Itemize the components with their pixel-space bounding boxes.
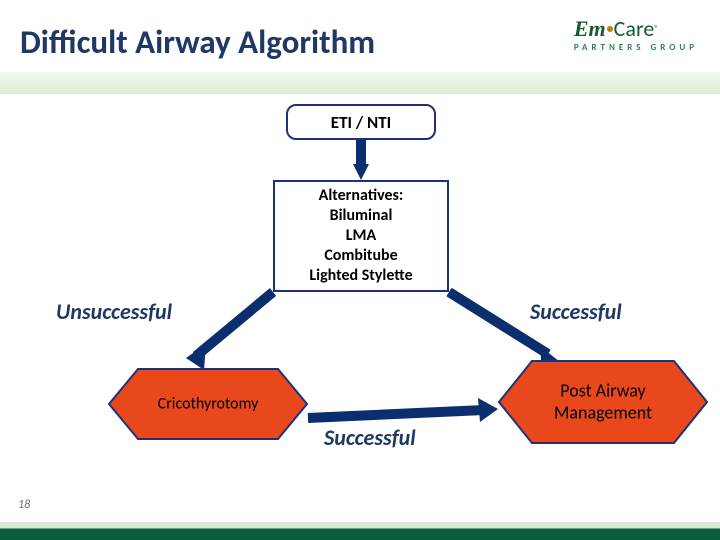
- edge-label-successful-bottom-text: Successful: [324, 424, 416, 451]
- page-number-text: 18: [18, 498, 30, 512]
- page-number: 18: [18, 498, 30, 512]
- edge-label-successful-bottom: Successful: [324, 424, 416, 451]
- footer-bar: [0, 522, 720, 540]
- arrow-crico-to-post: [0, 0, 720, 540]
